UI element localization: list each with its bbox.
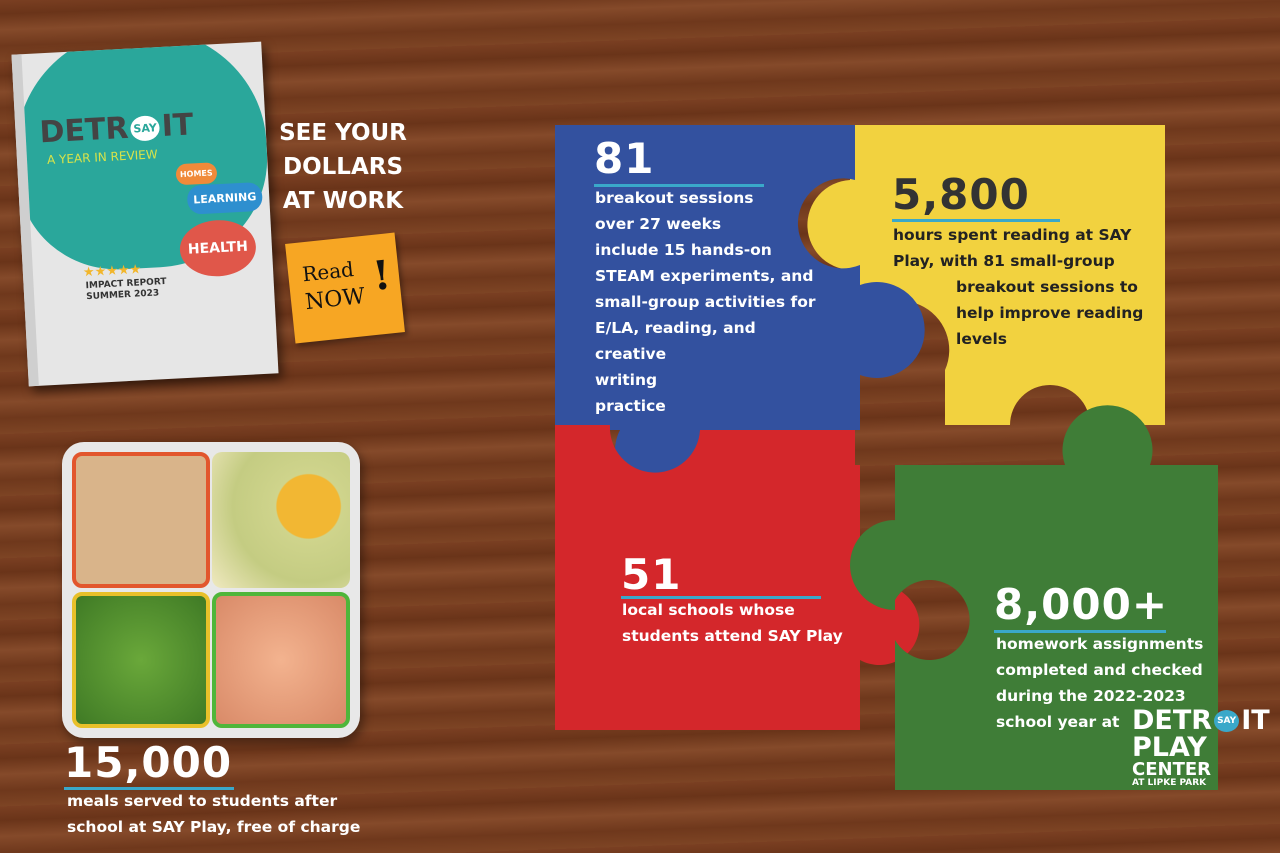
red-puzzle-piece xyxy=(555,425,920,730)
logo-center: CENTER xyxy=(1132,759,1212,780)
headline: SEE YOUR DOLLARS AT WORK xyxy=(268,116,418,218)
stat-homework-number: 8,000+ xyxy=(994,580,1169,629)
text-line: practice xyxy=(595,397,666,415)
headline-line: SEE YOUR xyxy=(279,120,407,146)
fruit xyxy=(212,452,350,588)
salad xyxy=(72,592,210,728)
shrimp xyxy=(212,592,350,728)
text-line: school at SAY Play, free of charge xyxy=(67,818,361,836)
text-line: levels xyxy=(956,330,1007,348)
blue-puzzle-piece xyxy=(555,125,925,496)
stat-reading-number: 5,800 xyxy=(892,170,1030,219)
text-line: school year at xyxy=(996,713,1120,731)
text-line: hours spent reading at SAY xyxy=(893,226,1132,244)
stat-meals-number: 15,000 xyxy=(64,738,233,787)
text-line: students attend SAY Play xyxy=(622,627,843,645)
text-line: meals served to students after xyxy=(67,792,338,810)
logo-line1: DETR SAY IT xyxy=(1132,707,1270,734)
logo-say-bubble: SAY xyxy=(1214,710,1240,732)
underline xyxy=(64,787,234,790)
underline xyxy=(892,219,1060,222)
text-line: breakout sessions xyxy=(595,189,754,207)
underline xyxy=(994,630,1166,633)
text-line: local schools whose xyxy=(622,601,795,619)
text-line: STEAM experiments, and xyxy=(595,267,814,285)
logo-detr: DETR xyxy=(1132,705,1213,736)
headline-line: DOLLARS xyxy=(282,154,404,180)
text-line: during the 2022-2023 xyxy=(996,687,1186,705)
underline xyxy=(594,184,764,187)
text-line: small-group activities for xyxy=(595,293,816,311)
text-line: help improve reading xyxy=(956,304,1144,322)
logo-lipke-park: AT LIPKE PARK xyxy=(1132,778,1207,788)
stat-breakout-number: 81 xyxy=(594,134,655,183)
text-line: Play, with 81 small-group xyxy=(893,252,1115,270)
headline-line: AT WORK xyxy=(282,188,404,214)
yellow-puzzle-piece xyxy=(807,125,1165,425)
text-line: homework assignments xyxy=(996,635,1204,653)
quinoa xyxy=(72,452,210,588)
stat-schools-number: 51 xyxy=(621,550,682,599)
text-line: include 15 hands-on xyxy=(595,241,772,259)
stat-schools-text: local schools whose students attend SAY … xyxy=(622,597,843,649)
stat-breakout-text: breakout sessions over 27 weeks include … xyxy=(595,185,816,419)
lunchbox-image xyxy=(62,442,360,738)
text-line: creative xyxy=(595,345,667,363)
text-line: writing xyxy=(595,371,658,389)
stat-meals-text: meals served to students after school at… xyxy=(67,788,360,840)
detroit-say-it-play-center-logo: DETR SAY IT PLAY CENTER AT LIPKE PARK xyxy=(1132,707,1270,788)
text-line: completed and checked xyxy=(996,661,1203,679)
text-line: over 27 weeks xyxy=(595,215,722,233)
logo-it: IT xyxy=(1241,705,1270,736)
stat-reading-text: hours spent reading at SAY Play, with 81… xyxy=(893,222,1143,352)
underline xyxy=(621,596,821,599)
green-puzzle-piece xyxy=(850,405,1218,790)
text-line: breakout sessions to xyxy=(956,278,1138,296)
stat-homework-text: homework assignments completed and check… xyxy=(996,631,1203,735)
text-line: E/LA, reading, and xyxy=(595,319,756,337)
logo-play: PLAY xyxy=(1132,732,1207,763)
